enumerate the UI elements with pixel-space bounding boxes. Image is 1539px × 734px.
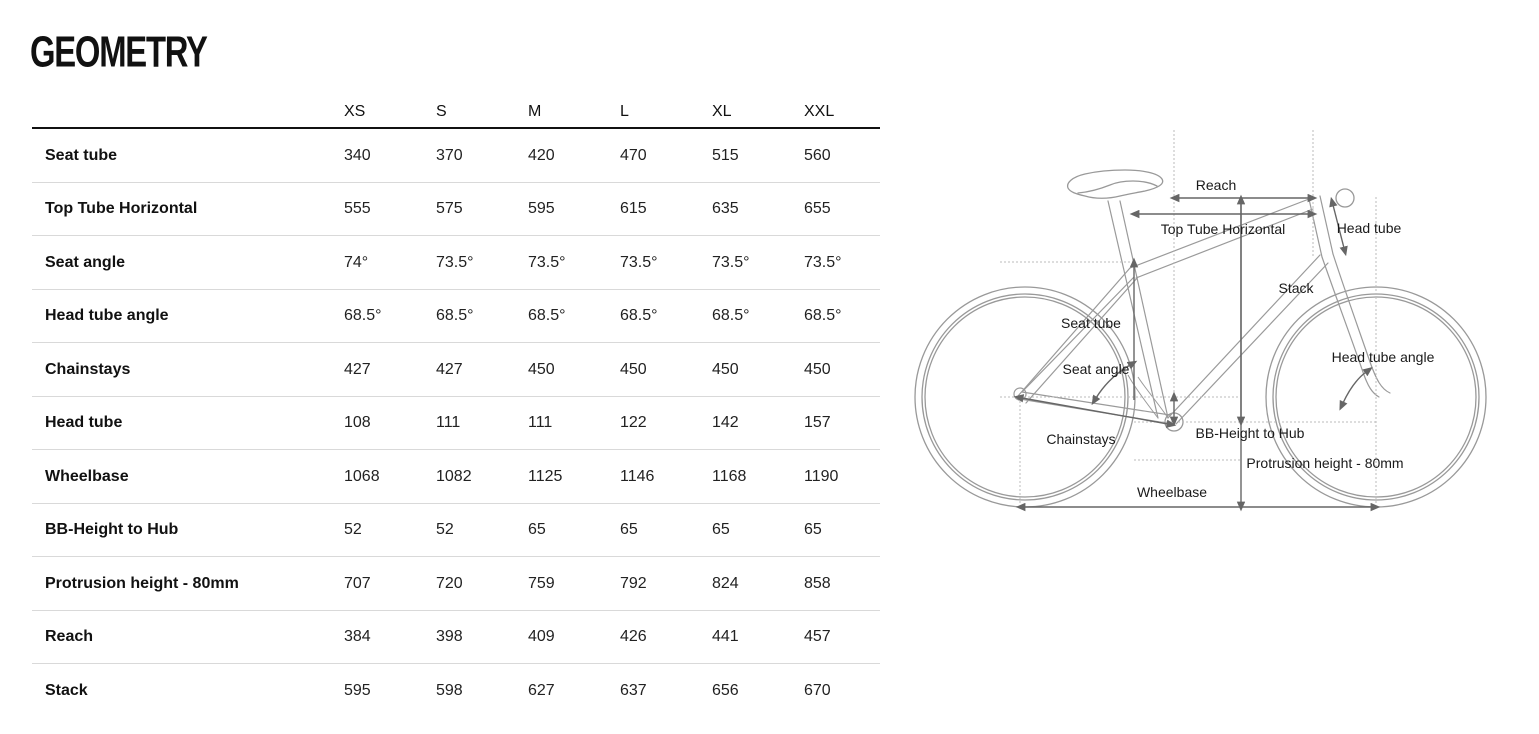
svg-text:Head tube angle: Head tube angle: [1332, 349, 1435, 365]
svg-text:Chainstays: Chainstays: [1046, 431, 1115, 447]
svg-text:Reach: Reach: [1196, 177, 1236, 193]
svg-text:Stack: Stack: [1278, 280, 1314, 296]
svg-text:Top Tube Horizontal: Top Tube Horizontal: [1161, 221, 1286, 237]
svg-text:BB-Height to Hub: BB-Height to Hub: [1196, 425, 1305, 441]
svg-text:Seat angle: Seat angle: [1063, 361, 1130, 377]
svg-text:Seat tube: Seat tube: [1061, 315, 1121, 331]
svg-text:Head tube: Head tube: [1337, 220, 1402, 236]
svg-text:Protrusion height - 80mm: Protrusion height - 80mm: [1246, 455, 1403, 471]
svg-text:Wheelbase: Wheelbase: [1137, 484, 1207, 500]
